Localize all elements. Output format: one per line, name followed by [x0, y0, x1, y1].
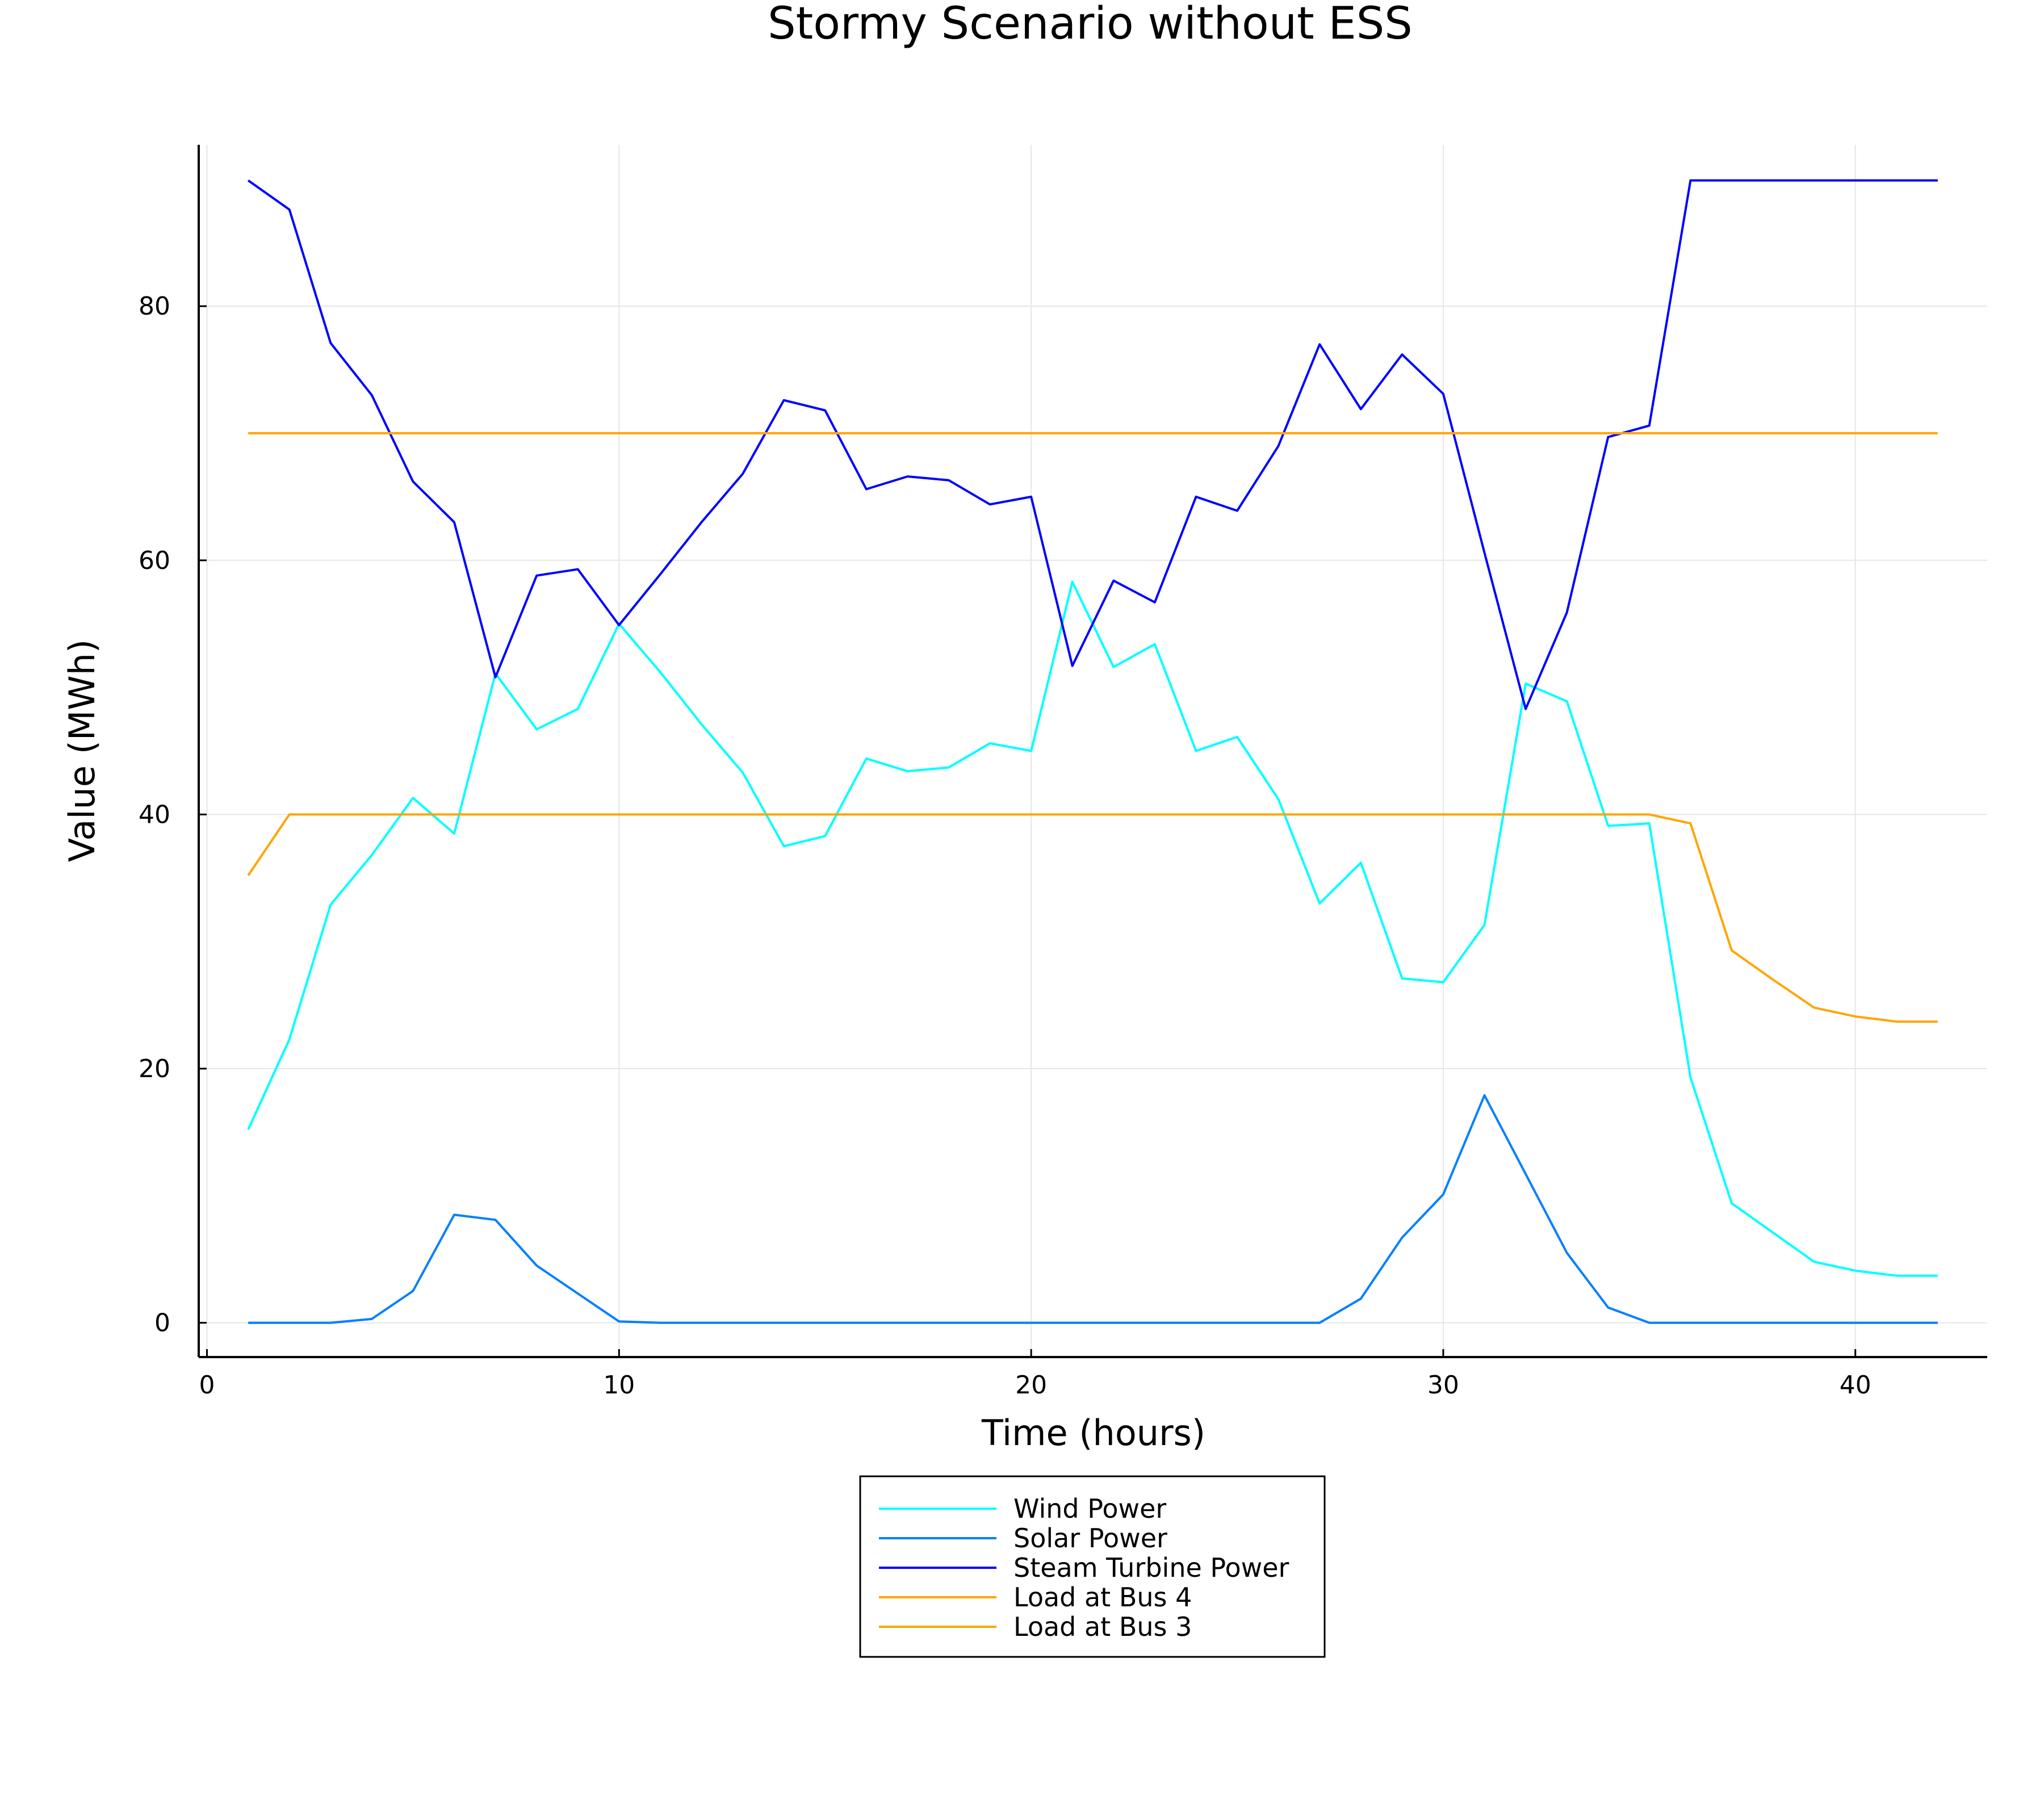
chart-title: Stormy Scenario without ESS: [768, 0, 1413, 49]
x-axis-label: Time (hours): [981, 1412, 1205, 1454]
legend-label-wind-power: Wind Power: [1013, 1493, 1166, 1524]
series-line-wind-power: [247, 580, 1938, 1277]
series-lines: [247, 179, 1938, 1324]
x-tick-label: 10: [603, 1371, 635, 1400]
legend-label-solar-power: Solar Power: [1013, 1523, 1167, 1554]
x-tick-label: 40: [1840, 1371, 1871, 1400]
y-tick-label: 20: [139, 1054, 170, 1083]
y-tick-label: 40: [139, 800, 170, 829]
x-tick-label: 30: [1427, 1371, 1459, 1400]
legend-label-load-at-bus-4: Load at Bus 4: [1013, 1582, 1192, 1613]
x-tick-label: 20: [1015, 1371, 1047, 1400]
x-tick-label: 0: [199, 1371, 215, 1400]
series-line-solar-power: [248, 1094, 1938, 1324]
y-axis-label: Value (MWh): [61, 639, 103, 862]
axes: [198, 145, 1987, 1358]
y-tick-label: 80: [139, 292, 170, 321]
grid: [199, 145, 1987, 1357]
legend-label-steam-turbine-power: Steam Turbine Power: [1013, 1552, 1289, 1583]
y-tick-label: 0: [154, 1309, 170, 1338]
series-line-steam-turbine-power: [247, 179, 1938, 710]
y-tick-label: 60: [139, 546, 170, 575]
tick-labels: 0 10 20 30 40 0 20 40 60 80: [139, 292, 1871, 1400]
legend-label-load-at-bus-3: Load at Bus 3: [1013, 1611, 1192, 1642]
series-line-load-at-bus-3: [247, 813, 1938, 1023]
